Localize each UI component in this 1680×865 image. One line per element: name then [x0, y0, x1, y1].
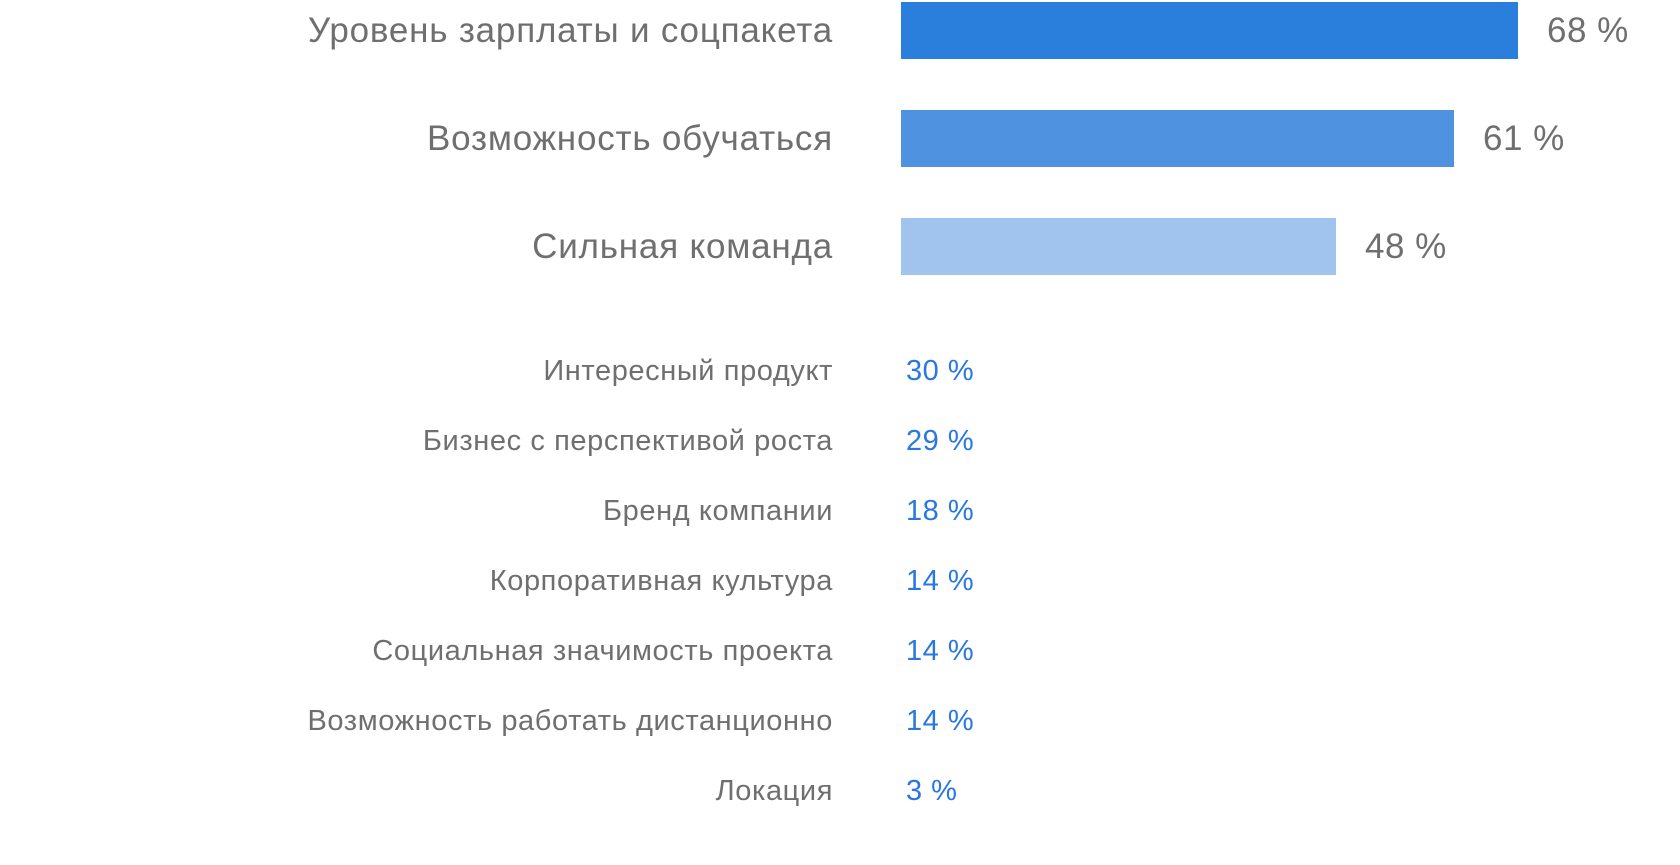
chart-row-text: Локация 3 % — [0, 770, 1680, 812]
bar — [901, 110, 1454, 167]
category-label: Сильная команда — [532, 226, 833, 266]
chart-row-text: Социальная значимость проекта 14 % — [0, 630, 1680, 672]
bar-value-label: 48 % — [1365, 226, 1447, 266]
percent-value: 30 % — [906, 354, 975, 387]
category-label: Бизнес с перспективой роста — [422, 424, 833, 457]
percent-value: 29 % — [906, 424, 975, 457]
chart-row-text: Бренд компании 18 % — [0, 490, 1680, 532]
bar — [901, 218, 1336, 275]
chart-row-text: Интересный продукт 30 % — [0, 350, 1680, 392]
chart-row-text: Бизнес с перспективой роста 29 % — [0, 420, 1680, 462]
bar-section: Уровень зарплаты и соцпакета 68 % Возмож… — [0, 2, 1680, 275]
chart-row: Возможность обучаться 61 % — [0, 110, 1680, 167]
percent-value: 14 % — [906, 704, 975, 737]
chart-row: Уровень зарплаты и соцпакета 68 % — [0, 2, 1680, 59]
text-section: Интересный продукт 30 % Бизнес с перспек… — [0, 350, 1680, 812]
chart-row-text: Корпоративная культура 14 % — [0, 560, 1680, 602]
chart-row: Сильная команда 48 % — [0, 218, 1680, 275]
category-label: Интересный продукт — [543, 354, 833, 387]
bar-cell: 61 % — [901, 110, 1680, 167]
category-label: Социальная значимость проекта — [372, 634, 833, 667]
percent-value: 14 % — [906, 564, 975, 597]
bar-value-label: 68 % — [1547, 10, 1629, 50]
category-label: Возможность обучаться — [427, 118, 833, 158]
category-label: Возможность работать дистанционно — [307, 704, 833, 737]
category-label: Локация — [715, 774, 833, 807]
bar-cell: 48 % — [901, 218, 1680, 275]
percent-value: 14 % — [906, 634, 975, 667]
category-label: Уровень зарплаты и соцпакета — [307, 10, 833, 50]
bar-value-label: 61 % — [1483, 118, 1565, 158]
category-label: Корпоративная культура — [489, 564, 833, 597]
bar — [901, 2, 1518, 59]
chart-row-text: Возможность работать дистанционно 14 % — [0, 700, 1680, 742]
bar-cell: 68 % — [901, 2, 1680, 59]
percent-value: 3 % — [906, 774, 958, 807]
percent-value: 18 % — [906, 494, 975, 527]
category-label: Бренд компании — [602, 494, 833, 527]
